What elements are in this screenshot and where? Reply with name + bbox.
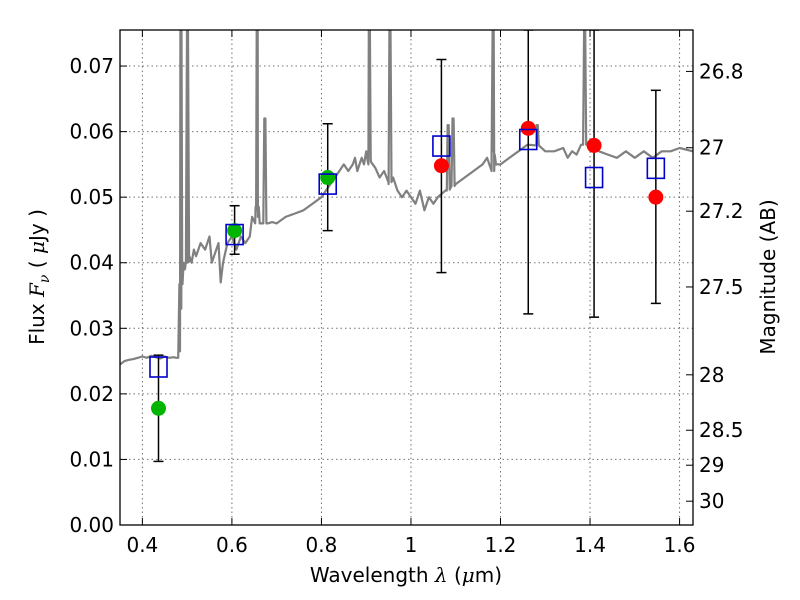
x-tick-label: 1.2: [485, 533, 517, 557]
y-tick-label: 0.00: [69, 513, 114, 537]
x-tick-label: 1: [405, 533, 418, 557]
model-square: [225, 223, 244, 246]
x-tick-label: 1.6: [664, 533, 696, 557]
y-axis-label: Flux Fν ( μJy ): [25, 209, 53, 345]
x-tick-label: 1.4: [574, 533, 606, 557]
mag-tick-label: 28.5: [699, 418, 744, 442]
observed-point: [586, 137, 602, 153]
spectrum-layer: [120, 30, 693, 366]
y-tick-label: 0.07: [69, 54, 114, 78]
y-tick-label: 0.01: [69, 447, 114, 471]
observed-point: [150, 400, 166, 416]
y-tick-label: 0.04: [69, 251, 114, 275]
y-tick-label: 0.05: [69, 185, 114, 209]
observed-point: [227, 223, 243, 239]
mag-tick-label: 30: [699, 489, 724, 513]
observed-point: [520, 120, 536, 136]
x-tick-label: 0.4: [126, 533, 158, 557]
grid-layer: [120, 30, 693, 526]
model-square: [432, 135, 451, 157]
marker-layer: [149, 120, 666, 416]
mag-tick-label: 29: [699, 453, 724, 477]
observed-point: [320, 170, 336, 186]
y2-axis-label: Magnitude (AB): [756, 199, 780, 354]
mag-tick-label: 27.5: [699, 275, 744, 299]
spectrum-line: [120, 30, 693, 366]
model-square: [518, 128, 538, 151]
mag-tick-label: 27: [699, 136, 724, 160]
model-square: [584, 166, 604, 189]
mag-tick-label: 26.8: [699, 59, 744, 83]
tick-layer: 0.4 0.6 0.8 1 1.2 1.4 1.6 0.00 0.01 0.02 0.03 0.04 0…: [69, 30, 744, 557]
observed-point: [648, 189, 664, 205]
y-tick-label: 0.06: [69, 120, 114, 144]
y-tick-label: 0.03: [69, 316, 114, 340]
model-square: [149, 356, 168, 378]
mag-tick-label: 28: [699, 363, 724, 387]
x-axis-label: Wavelength λ (μm): [310, 563, 502, 587]
model-square: [318, 173, 338, 195]
y-tick-label: 0.02: [69, 382, 114, 406]
x-tick-label: 0.8: [306, 533, 338, 557]
observed-point: [433, 158, 449, 174]
x-tick-label: 0.6: [216, 533, 248, 557]
model-square: [646, 157, 666, 180]
mag-tick-label: 27.2: [699, 199, 744, 223]
plot-frame: [119, 29, 694, 526]
